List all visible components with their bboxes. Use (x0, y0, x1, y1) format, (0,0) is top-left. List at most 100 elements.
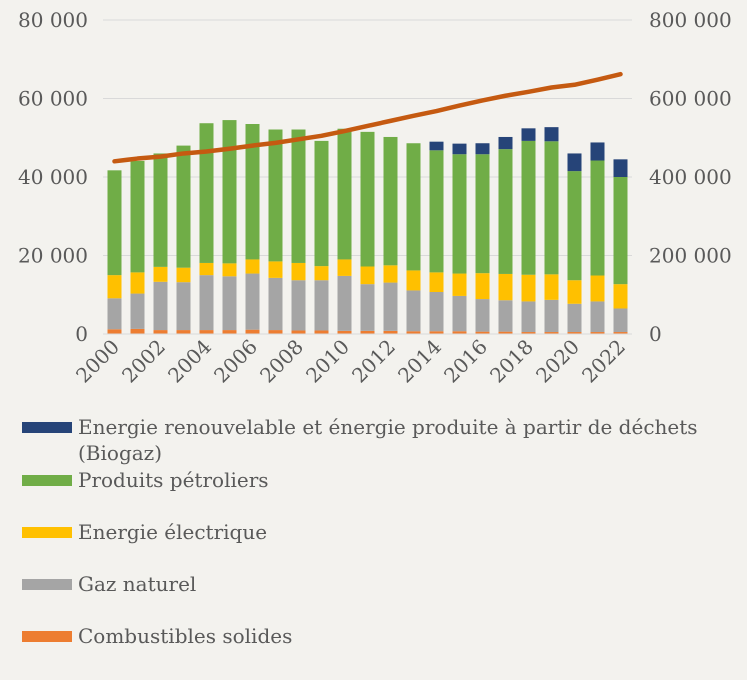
bar-segment-2 (199, 262, 214, 276)
bar-segment-1 (521, 301, 536, 333)
bar-segment-1 (429, 292, 444, 332)
bar-segment-2 (245, 259, 260, 274)
x-tick-label: 2008 (255, 335, 308, 388)
bar-segment-2 (590, 275, 605, 302)
bar-segment-2 (383, 265, 398, 283)
bar-segment-2 (544, 274, 559, 300)
bar-segment-1 (544, 299, 559, 333)
bar-segment-0 (567, 332, 582, 334)
bar-segment-0 (383, 330, 398, 334)
bar-segment-2 (567, 280, 582, 304)
bar-segment-1 (199, 275, 214, 331)
bar-segment-1 (291, 280, 306, 331)
bar-segment-0 (199, 330, 214, 334)
bar-segment-2 (314, 266, 329, 281)
bar-segment-3 (567, 171, 582, 281)
bar-segment-3 (245, 124, 260, 260)
legend-label-electricity: Energie électrique (78, 520, 268, 544)
bar-segment-0 (153, 330, 168, 334)
bar-segment-3 (475, 154, 490, 274)
y-left-tick-label: 0 (75, 322, 88, 346)
bar-segment-0 (176, 330, 191, 334)
bar-segment-4 (521, 128, 536, 141)
bar-segment-0 (521, 332, 536, 334)
bar-segment-0 (222, 330, 237, 334)
legend-swatch-petroleum (22, 475, 72, 486)
bar-segment-0 (314, 330, 329, 334)
bar-segment-4 (498, 136, 513, 150)
bar-segment-1 (452, 295, 467, 332)
y-left-tick-label: 20 000 (18, 244, 88, 268)
x-tick-label: 2010 (301, 335, 354, 388)
bar-segment-0 (130, 328, 145, 334)
y-left-tick-label: 80 000 (18, 8, 88, 32)
chart-svg: 0 20 000 40 000 60 000 80 000 0 200 000 400 000… (18, 8, 732, 388)
bar-segment-0 (268, 330, 283, 334)
bar-segment-3 (199, 123, 214, 263)
bar-segment-1 (360, 284, 375, 331)
bar-segment-1 (268, 277, 283, 331)
bar-segment-1 (406, 290, 421, 332)
x-tick-label: 2004 (163, 335, 216, 388)
bar-segment-3 (222, 120, 237, 264)
bar-segment-0 (337, 330, 352, 334)
bar-segment-1 (613, 308, 628, 333)
y-right-tick-label: 600 000 (649, 87, 732, 111)
bar-segment-4 (452, 143, 467, 155)
bar-segment-0 (107, 329, 122, 334)
bar-segment-3 (406, 143, 421, 271)
bar-segment-1 (176, 282, 191, 331)
bar-segment-4 (567, 153, 582, 172)
bar-segment-2 (176, 267, 191, 283)
bar-segment-1 (567, 303, 582, 333)
bar-segment-3 (383, 136, 398, 266)
bar-segment-1 (383, 282, 398, 331)
bar-segment-1 (590, 301, 605, 333)
bar-segment-2 (475, 273, 490, 300)
bar-segment-3 (107, 170, 122, 276)
bar-segment-1 (314, 280, 329, 331)
bar-segment-2 (613, 284, 628, 309)
legend-swatch-solid-fuels (22, 631, 72, 642)
y-right-tick-label: 0 (649, 322, 662, 346)
bar-segment-3 (176, 145, 191, 268)
bar-segment-3 (314, 140, 329, 267)
bar-segment-3 (452, 154, 467, 274)
x-tick-label: 2002 (117, 335, 170, 388)
bar-segment-0 (291, 330, 306, 334)
bar-segment-0 (406, 331, 421, 334)
bar-segment-0 (475, 331, 490, 334)
legend-label-solid-fuels: Combustibles solides (78, 624, 293, 648)
y-right-tick-label: 400 000 (649, 165, 732, 189)
bar-segment-3 (613, 177, 628, 285)
legend-label-natural-gas: Gaz naturel (78, 572, 197, 596)
bar-segment-4 (544, 127, 559, 142)
legend-item-electricity: Energie électrique (22, 519, 267, 545)
bar-segment-2 (429, 272, 444, 293)
bar-segment-0 (613, 332, 628, 334)
bar-segment-1 (130, 293, 145, 329)
x-tick-label: 2018 (485, 335, 538, 388)
bar-segment-2 (337, 259, 352, 276)
bar-segment-4 (590, 142, 605, 161)
legend-swatch-electricity (22, 527, 72, 538)
bar-segment-0 (429, 331, 444, 334)
bar-segment-0 (452, 331, 467, 334)
legend-swatch-natural-gas (22, 579, 72, 590)
bar-segment-4 (429, 141, 444, 151)
x-tick-label: 2016 (439, 335, 492, 388)
bar-segment-2 (498, 273, 513, 301)
y-left-tick-label: 60 000 (18, 87, 88, 111)
bar-segment-2 (452, 273, 467, 296)
legend-item-natural-gas: Gaz naturel (22, 571, 196, 597)
legend-item-petroleum: Produits pétroliers (22, 467, 269, 493)
bar-segment-1 (475, 299, 490, 332)
bar-segment-2 (268, 261, 283, 278)
bar-segment-2 (291, 262, 306, 281)
bar-segment-3 (498, 149, 513, 274)
bar-segment-2 (222, 263, 237, 277)
bar-segment-3 (291, 129, 306, 263)
x-tick-label: 2006 (209, 335, 262, 388)
bar-segment-4 (613, 159, 628, 177)
bar-segment-1 (498, 300, 513, 332)
